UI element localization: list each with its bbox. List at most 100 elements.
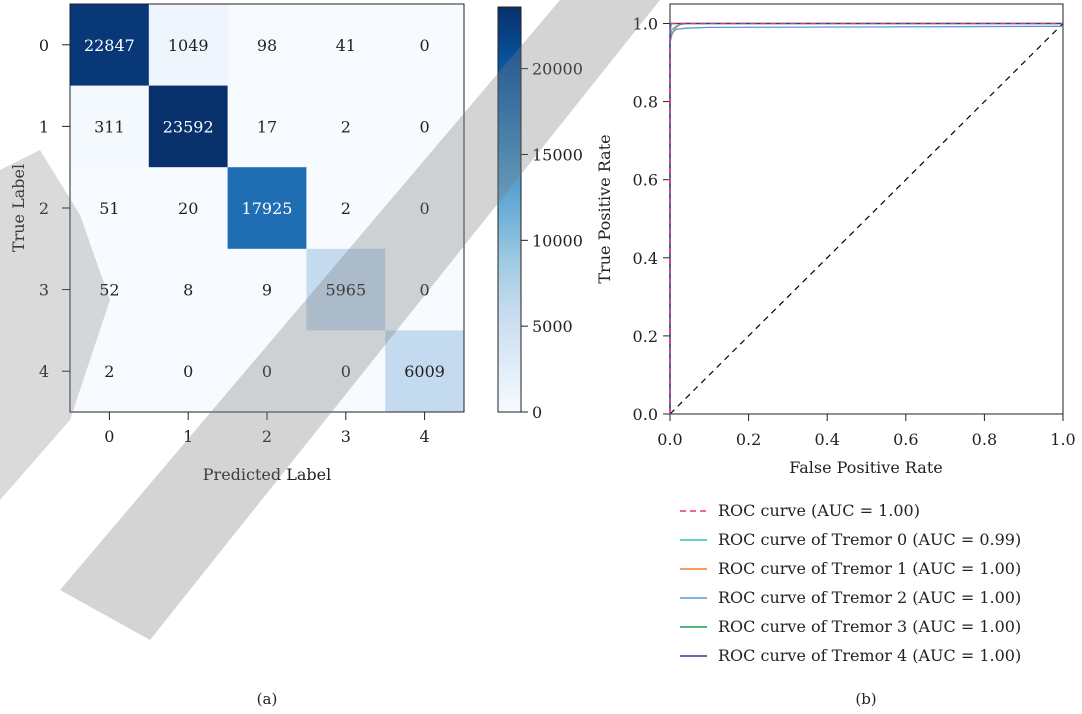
cm-x-tick-label: 1 [183,427,193,446]
colorbar-tick-label: 0 [532,403,542,422]
cm-value: 0 [341,362,351,381]
cm-value: 0 [420,36,430,55]
legend-label: ROC curve of Tremor 4 (AUC = 1.00) [718,646,1021,665]
colorbar [497,6,522,413]
legend-label: ROC curve (AUC = 1.00) [718,501,920,520]
roc-x-tick-label: 0.8 [972,430,997,449]
cm-value: 2 [341,117,351,136]
cm-value: 6009 [404,362,445,381]
roc-lines [669,22,1064,415]
cm-cell [148,167,229,250]
roc-y-tick-label: 0.2 [633,327,658,346]
cm-cell [385,248,465,331]
legend-label: ROC curve of Tremor 0 (AUC = 0.99) [718,530,1021,549]
roc-y-ticks: 0.0 0.2 0.4 0.6 0.8 1.0 [633,15,670,424]
cm-value: 2 [104,362,114,381]
cm-cell [385,85,465,168]
cm-value: 23592 [163,117,214,136]
cm-y-tick-label: 0 [39,36,49,55]
cm-cell [227,330,307,413]
cm-cell [385,4,465,87]
cm-cell [306,248,386,331]
cm-value: 17925 [242,199,293,218]
cm-x-tick-label: 3 [341,427,351,446]
cm-cell [70,248,150,331]
colorbar-tick-label: 20000 [532,60,583,79]
panel-label-b: (b) [855,690,876,708]
cm-value: 17 [257,117,277,136]
confusion-matrix-cells [70,4,465,413]
roc-x-tick-label: 1.0 [1050,430,1075,449]
cm-cell [385,167,465,250]
roc-y-tick-label: 0.4 [633,249,658,268]
cm-value: 311 [94,117,125,136]
cm-cell [70,4,150,87]
cm-cell [148,248,229,331]
cm-value: 0 [420,199,430,218]
roc-y-tick-label: 1.0 [633,15,658,34]
cm-cell [70,167,150,250]
cm-x-tick-label: 0 [104,427,114,446]
roc-x-tick-label: 0.0 [657,430,682,449]
cm-value: 22847 [84,36,135,55]
legend-label: ROC curve of Tremor 1 (AUC = 1.00) [718,559,1021,578]
cm-y-tick-label: 1 [39,117,49,136]
legend-label: ROC curve of Tremor 3 (AUC = 1.00) [718,617,1021,636]
roc-legend: ROC curve (AUC = 1.00) ROC curve of Tremo… [680,501,1021,665]
cm-y-tick-label: 3 [39,281,49,300]
roc-line [669,22,1063,414]
colorbar-tick-label: 15000 [532,145,583,164]
cm-cell [227,85,307,168]
cm-value: 0 [262,362,272,381]
cm-value: 41 [336,36,356,55]
cm-cell [306,330,386,413]
cm-value: 20 [178,199,198,218]
cm-cell [148,4,229,87]
roc-x-tick-label: 0.6 [893,430,918,449]
cm-x-tick-label: 4 [420,427,430,446]
cm-cell [70,85,150,168]
roc-y-tick-label: 0.8 [633,93,658,112]
confusion-matrix-x-ticks: 0 1 2 3 4 [104,412,430,446]
cm-cell [385,330,465,413]
cm-cell [306,85,386,168]
cm-cell [227,167,307,250]
cm-value: 0 [183,362,193,381]
cm-value: 51 [99,199,119,218]
roc-y-tick-label: 0.6 [633,171,658,190]
colorbar-ticks: 0 5000 10000 15000 20000 [521,60,583,422]
cm-cell [306,167,386,250]
x-axis-label-b: False Positive Rate [789,458,943,477]
cm-cell [227,248,307,331]
cm-cell [70,330,150,413]
cm-value: 98 [257,36,277,55]
roc-plot-frame [669,3,1064,415]
cm-value: 8 [183,281,193,300]
roc-y-tick-label: 0.0 [633,405,658,424]
confusion-matrix-y-ticks: 0 1 2 3 4 [39,36,70,381]
cm-cell [306,4,386,87]
roc-panel: 0.0 0.2 0.4 0.6 0.8 1.0 0.0 0.2 0.4 0.6 0.8 1.0 Fa… [595,3,1076,708]
cm-y-tick-label: 2 [39,199,49,218]
roc-x-tick-label: 0.2 [736,430,761,449]
panel-label-a: (a) [257,690,278,708]
cm-x-tick-label: 2 [262,427,272,446]
y-axis-label-b: True Positive Rate [595,134,614,283]
cm-cell [148,85,229,168]
cm-cell [148,330,229,413]
cm-value: 9 [262,281,272,300]
cm-value: 52 [99,281,119,300]
legend-label: ROC curve of Tremor 2 (AUC = 1.00) [718,588,1021,607]
x-axis-label-a: Predicted Label [203,465,331,484]
cm-value: 0 [420,117,430,136]
cm-y-tick-label: 4 [39,362,49,381]
cm-value: 5965 [325,281,366,300]
cm-value: 0 [420,281,430,300]
colorbar-tick-label: 10000 [532,231,583,250]
roc-x-tick-label: 0.4 [814,430,839,449]
cm-value: 2 [341,199,351,218]
cm-cell [227,4,307,87]
